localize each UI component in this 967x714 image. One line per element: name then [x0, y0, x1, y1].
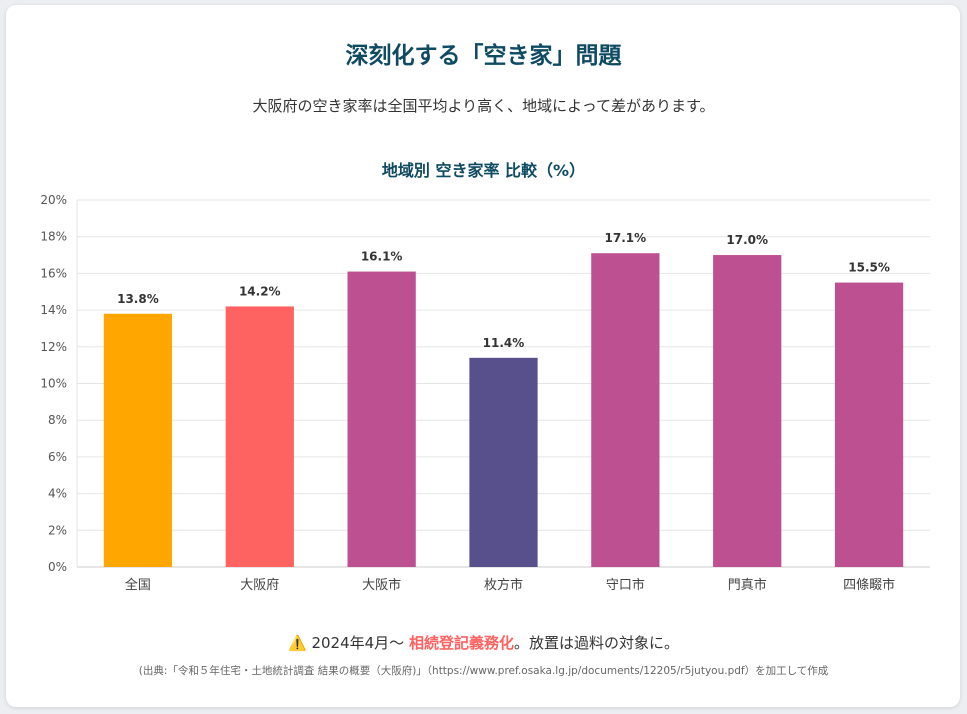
y-tick-label: 6%: [48, 450, 67, 464]
x-tick-label: 四條畷市: [843, 577, 895, 593]
bar[interactable]: [713, 255, 782, 568]
y-tick-label: 2%: [48, 523, 67, 537]
y-tick-label: 12%: [40, 340, 67, 354]
data-label: 17.1%: [605, 231, 647, 245]
warning-note: ⚠️ 2024年4月〜 相続登記義務化。放置は過料の対象に。: [0, 632, 967, 653]
y-tick-label: 20%: [40, 193, 67, 207]
chart-title: 地域別 空き家率 比較（%）: [381, 161, 586, 180]
y-tick-label: 16%: [40, 266, 67, 280]
y-tick-label: 4%: [48, 487, 67, 501]
warning-icon: ⚠️: [288, 634, 307, 652]
note-highlight: 相続登記義務化: [408, 634, 514, 652]
bar[interactable]: [225, 306, 294, 567]
bar[interactable]: [103, 313, 173, 567]
bar[interactable]: [347, 271, 416, 567]
x-tick-label: 枚方市: [484, 577, 523, 593]
data-label: 13.8%: [117, 292, 159, 306]
note-suffix: 。放置は過料の対象に。: [513, 634, 679, 652]
data-label: 15.5%: [848, 261, 890, 275]
bar[interactable]: [834, 282, 904, 567]
bar[interactable]: [591, 253, 660, 567]
x-tick-label: 大阪府: [240, 578, 279, 593]
page-title: 深刻化する「空き家」問題: [345, 43, 622, 69]
y-tick-label: 8%: [48, 413, 67, 427]
data-label: 17.0%: [726, 233, 768, 247]
x-tick-label: 守口市: [606, 577, 645, 593]
note-prefix: 2024年4月〜: [311, 634, 409, 652]
page-subtitle: 大阪府の空き家率は全国平均より高く、地域によって差があります。: [252, 97, 715, 115]
bar[interactable]: [469, 357, 538, 567]
source-citation: (出典:「令和５年住宅・土地統計調査 結果の概要（大阪府)」（https://w…: [138, 665, 829, 677]
data-label: 16.1%: [361, 250, 403, 264]
data-label: 11.4%: [483, 336, 525, 350]
x-tick-label: 大阪市: [362, 577, 401, 593]
data-label: 14.2%: [239, 284, 281, 298]
y-tick-label: 0%: [48, 560, 67, 574]
y-tick-label: 14%: [40, 303, 67, 317]
y-tick-label: 10%: [40, 377, 67, 391]
x-tick-label: 門真市: [728, 577, 767, 593]
y-tick-label: 18%: [40, 230, 67, 244]
x-tick-label: 全国: [125, 577, 151, 593]
